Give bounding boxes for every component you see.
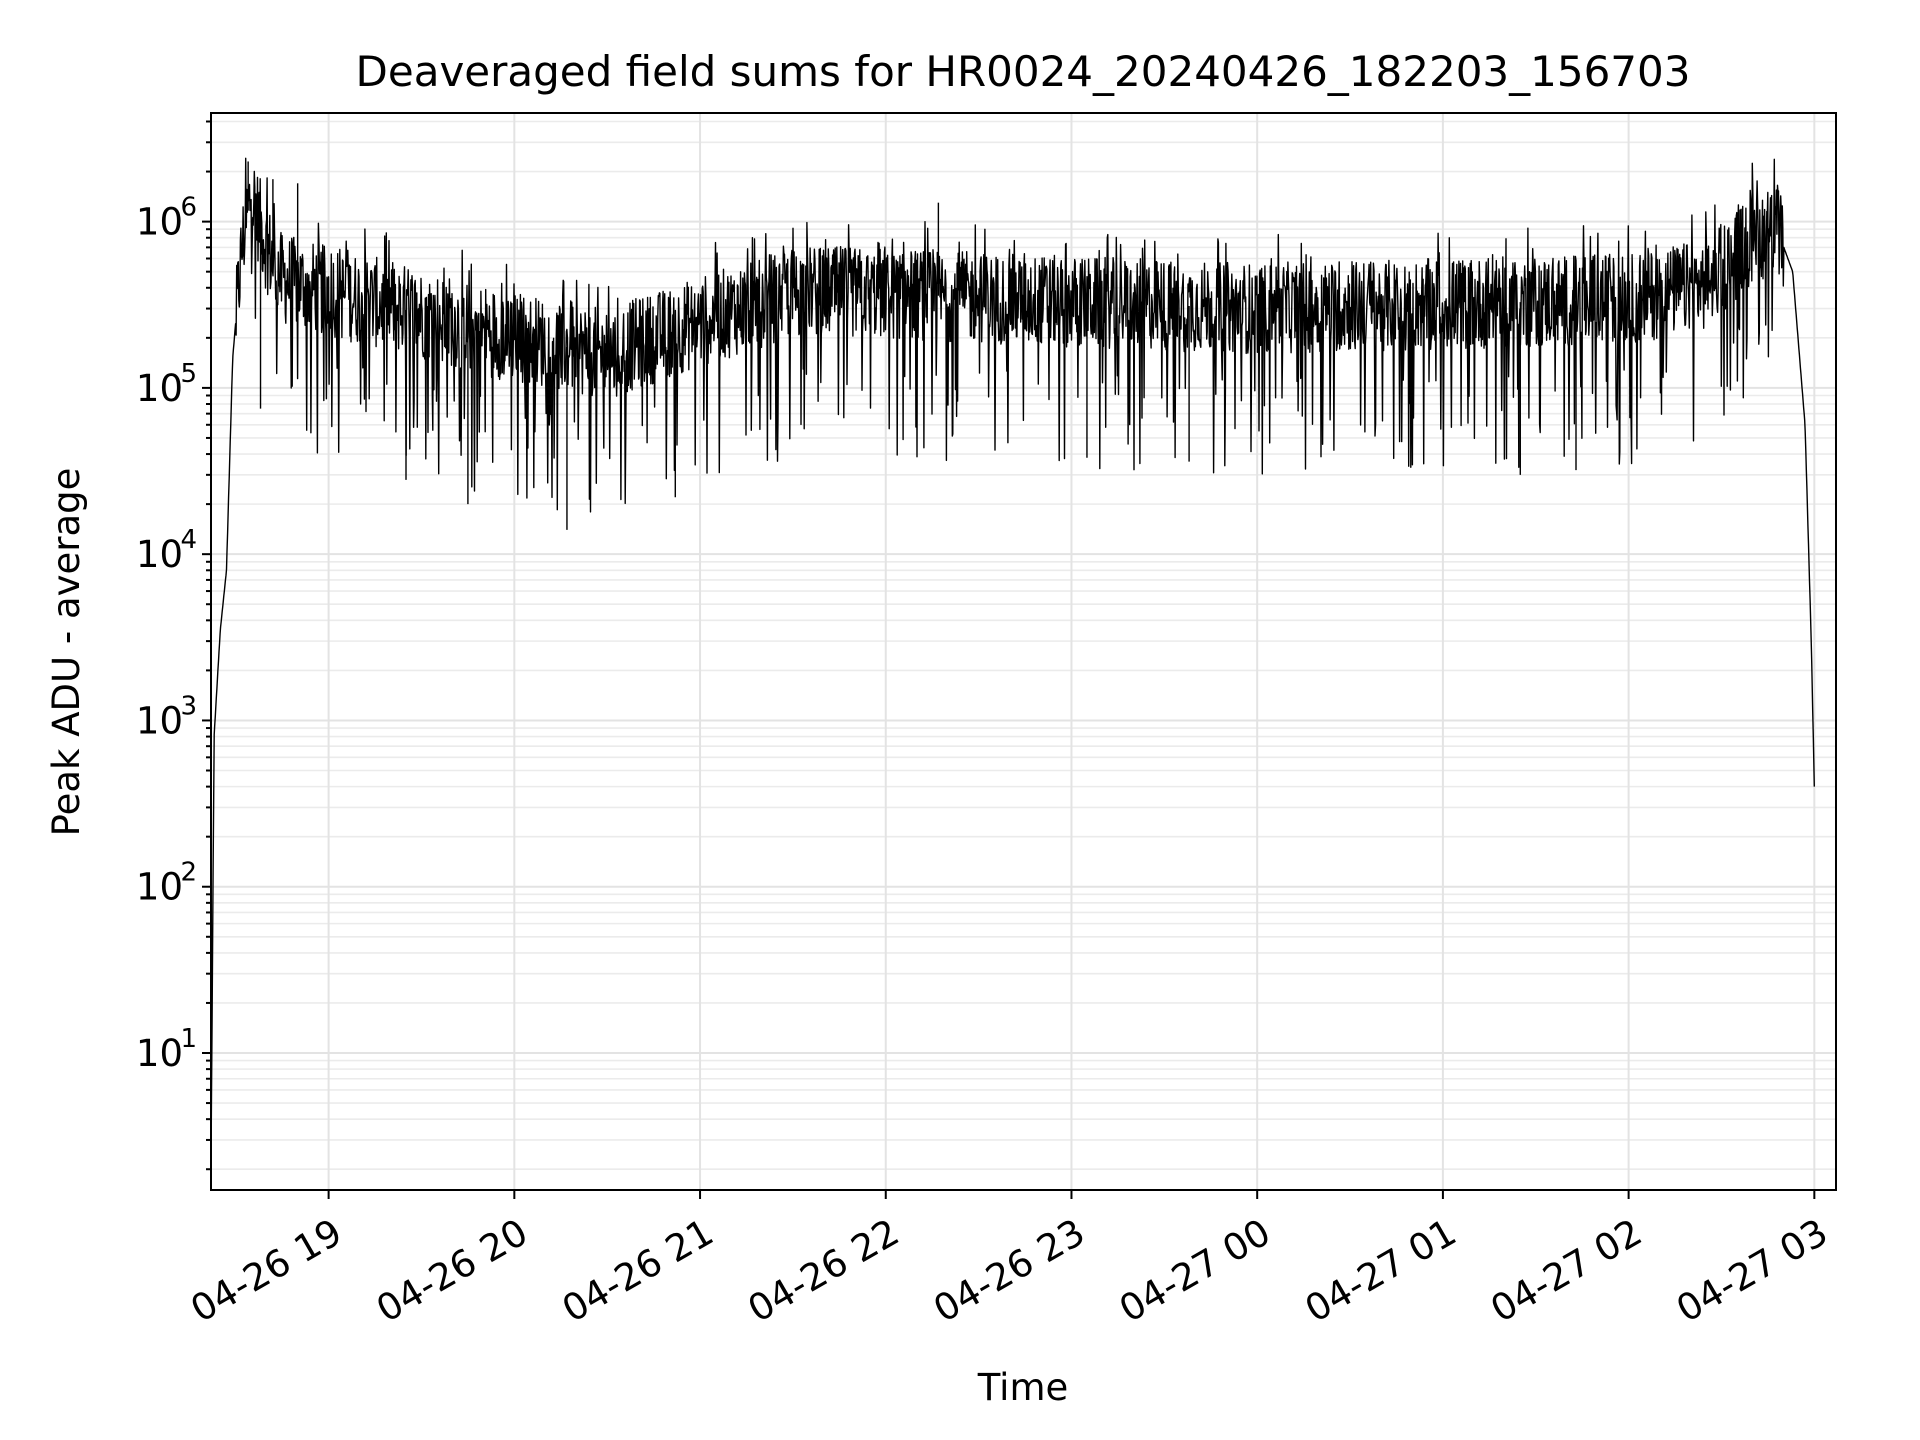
y-tick-label: 10	[136, 533, 183, 576]
x-axis: 04-26 19 04-26 20 04-26 21 04-26 22 04-26 23…	[184, 1190, 1835, 1331]
x-tick-label: 04-26 20	[369, 1211, 535, 1331]
y-tick-exponent: 4	[180, 525, 197, 555]
x-tick-label: 04-26 19	[184, 1211, 350, 1331]
series-layer	[210, 157, 1815, 1170]
y-tick-label: 10	[136, 201, 183, 244]
y-tick-exponent: 3	[180, 691, 197, 721]
y-tick-exponent: 6	[180, 193, 197, 223]
y-tick-exponent: 1	[180, 1024, 197, 1054]
x-tick-label: 04-27 00	[1112, 1211, 1278, 1331]
x-tick-label: 04-26 22	[741, 1211, 907, 1331]
y-tick-exponent: 2	[180, 858, 197, 888]
y-tick-label: 10	[136, 1032, 183, 1075]
y-tick-label: 10	[136, 699, 183, 742]
x-tick-label: 04-27 01	[1298, 1211, 1464, 1331]
plot-frame	[210, 112, 1837, 1191]
x-axis-label: Time	[977, 1366, 1069, 1409]
y-tick-label: 10	[136, 866, 183, 909]
series-line	[210, 157, 1815, 1170]
chart-title: Deaveraged field sums for HR0024_2024042…	[356, 47, 1691, 96]
y-tick-label: 10	[136, 367, 183, 410]
x-tick-label: 04-27 03	[1669, 1211, 1835, 1331]
x-tick-label: 04-27 02	[1484, 1211, 1650, 1331]
y-axis-label: Peak ADU - average	[45, 468, 88, 837]
x-tick-label: 04-26 21	[555, 1211, 721, 1331]
x-tick-label: 04-26 23	[926, 1211, 1092, 1331]
y-tick-exponent: 5	[180, 359, 197, 389]
